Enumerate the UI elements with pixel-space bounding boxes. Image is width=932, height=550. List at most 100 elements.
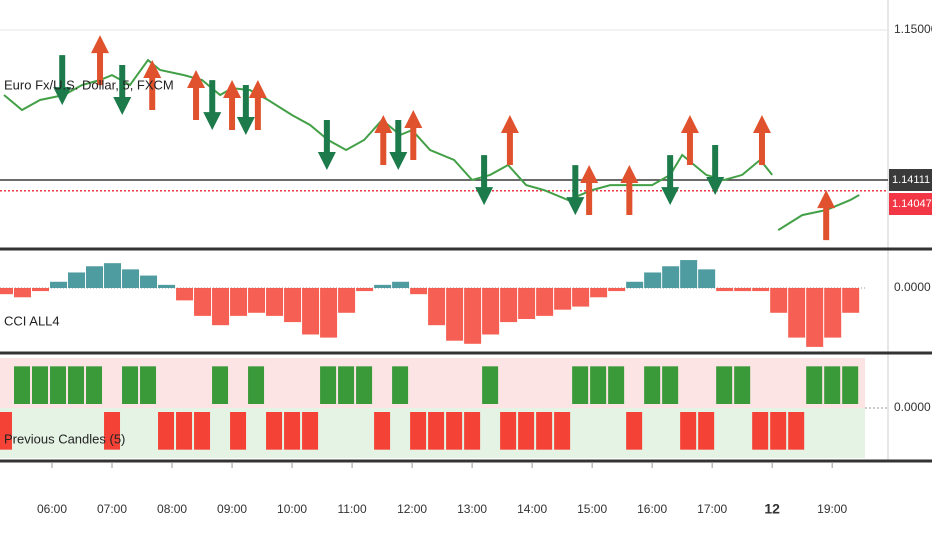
buy-arrow	[389, 120, 408, 171]
x-tick-label: 19:00	[817, 502, 847, 516]
signal-bar	[122, 366, 139, 404]
cci-bar	[428, 287, 446, 326]
signal-bar	[464, 412, 481, 450]
signal-bar	[518, 412, 535, 450]
cci-bar	[32, 287, 50, 292]
cci-bar	[194, 287, 212, 316]
signal-bar	[104, 412, 121, 450]
signal-bar	[32, 366, 49, 404]
signal-bar	[392, 366, 409, 404]
cci-bar	[392, 281, 410, 288]
price-tag-label: 1.14047	[892, 198, 932, 210]
price-tag-label: 1.14111	[892, 174, 930, 186]
signal-bar	[158, 412, 175, 450]
signal-bar	[176, 412, 193, 450]
cci-bar	[554, 287, 572, 310]
panel-title: Previous Candles (5)	[4, 431, 125, 446]
cci-bar	[770, 287, 788, 313]
signal-bar	[788, 412, 805, 450]
price-tag	[889, 169, 932, 192]
cci-bar	[788, 287, 806, 338]
sell-arrow	[187, 70, 206, 121]
cci-bar	[626, 281, 644, 288]
signal-bar	[806, 366, 823, 404]
signal-bar	[608, 366, 625, 404]
x-tick-label: 07:00	[97, 502, 127, 516]
buy-arrow	[475, 155, 494, 206]
x-tick-label: 15:00	[577, 502, 607, 516]
x-tick-label: 12:00	[397, 502, 427, 516]
cci-bar	[680, 260, 698, 288]
x-tick-label: 12	[764, 501, 780, 517]
y-tick-label: 1.15000	[894, 22, 932, 36]
sell-arrow	[91, 35, 110, 86]
sell-arrow	[248, 79, 267, 130]
cci-bar	[482, 287, 500, 335]
cci-bar	[104, 263, 122, 288]
cci-bar	[824, 287, 842, 338]
signal-bar	[68, 366, 85, 404]
cci-bar	[734, 287, 752, 292]
cci-bar	[230, 287, 248, 316]
cci-bar	[644, 272, 662, 288]
cci-bar	[320, 287, 338, 338]
sell-arrow	[500, 115, 519, 166]
buy-arrow	[113, 65, 132, 116]
cci-bar	[158, 284, 176, 288]
cci-bar	[266, 287, 284, 316]
cci-bar	[122, 269, 140, 288]
sell-arrow	[680, 115, 699, 166]
signal-bar	[410, 412, 427, 450]
signal-bar	[194, 412, 211, 450]
x-tick-label: 14:00	[517, 502, 547, 516]
signal-bar	[446, 412, 463, 450]
cci-bar	[284, 287, 302, 323]
signal-bar	[230, 412, 247, 450]
sell-arrow	[143, 60, 162, 111]
signal-bar	[14, 366, 31, 404]
signal-bar	[698, 412, 715, 450]
signal-bar	[536, 412, 553, 450]
cci-bar	[356, 287, 374, 292]
cci-bar	[446, 287, 464, 341]
cci-bar	[0, 287, 14, 295]
cci-bar	[698, 269, 716, 288]
sell-arrow	[580, 164, 599, 215]
cci-bar	[68, 272, 86, 288]
x-tick-label: 06:00	[37, 502, 67, 516]
cci-bar	[176, 287, 194, 301]
signal-bar	[554, 412, 571, 450]
signal-bar	[770, 412, 787, 450]
signal-bar	[320, 366, 337, 404]
signal-bar	[644, 366, 661, 404]
cci-bar	[842, 287, 860, 313]
signal-bar	[50, 366, 67, 404]
cci-bar	[500, 287, 518, 323]
cci-bar	[662, 266, 680, 288]
cci-bar	[374, 284, 392, 288]
signal-bar	[752, 412, 769, 450]
buy-arrow	[236, 84, 255, 135]
x-tick-label: 13:00	[457, 502, 487, 516]
cci-bar	[140, 275, 158, 288]
x-tick-label: 08:00	[157, 502, 187, 516]
sell-arrow	[374, 115, 393, 166]
x-tick-label: 17:00	[697, 502, 727, 516]
signal-bar	[86, 366, 103, 404]
cci-bar	[608, 287, 626, 292]
signal-bar	[734, 366, 751, 404]
signal-bar	[0, 412, 13, 450]
signal-bar	[428, 412, 445, 450]
cci-bar	[572, 287, 590, 307]
cci-bar	[338, 287, 356, 313]
buy-arrow	[706, 145, 725, 196]
cci-bar	[248, 287, 266, 313]
signal-bar	[338, 366, 355, 404]
signal-bar	[626, 412, 643, 450]
cci-bar	[806, 287, 824, 347]
sell-arrow	[752, 115, 771, 166]
chart-title: Euro Fx/U.S. Dollar, 5, FXCM	[4, 77, 174, 92]
cci-bar	[410, 287, 428, 295]
